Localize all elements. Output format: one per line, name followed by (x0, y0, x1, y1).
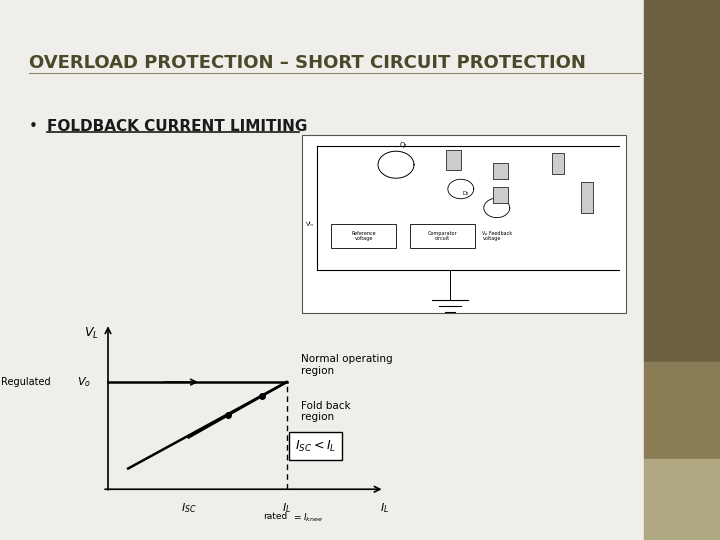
Text: $V_L$: $V_L$ (84, 326, 99, 341)
Text: Fold back
region: Fold back region (301, 401, 351, 422)
Text: $I_{SC} < I_L$: $I_{SC} < I_L$ (294, 438, 336, 454)
Text: Comparator
circuit: Comparator circuit (428, 231, 458, 241)
Bar (552, 153, 564, 174)
Text: FOLDBACK CURRENT LIMITING: FOLDBACK CURRENT LIMITING (47, 119, 307, 134)
Text: Vₚ Feedback
voltage: Vₚ Feedback voltage (482, 231, 513, 241)
Bar (644, 459, 720, 540)
Text: •: • (29, 119, 37, 134)
Bar (410, 224, 475, 248)
Text: Q₁: Q₁ (399, 142, 408, 148)
Bar (302, 135, 626, 313)
Text: $I_L$: $I_L$ (380, 501, 389, 515)
Text: $I_{SC}$: $I_{SC}$ (181, 501, 197, 515)
Text: rated: rated (263, 512, 287, 521)
Bar (331, 224, 396, 248)
Text: Vᴵₙ: Vᴵₙ (306, 221, 314, 227)
Text: Reference
voltage: Reference voltage (351, 231, 376, 241)
Text: $= I_{knee}$: $= I_{knee}$ (292, 512, 323, 524)
Bar (644, 362, 720, 459)
Text: OVERLOAD PROTECTION – SHORT CIRCUIT PROTECTION: OVERLOAD PROTECTION – SHORT CIRCUIT PROT… (29, 54, 585, 72)
Text: $V_o$: $V_o$ (77, 375, 91, 389)
Bar (493, 187, 508, 202)
Text: Regulated: Regulated (1, 377, 50, 387)
Bar (644, 0, 720, 362)
Text: $I_L$: $I_L$ (282, 501, 291, 515)
Bar (493, 163, 508, 179)
Bar (581, 182, 593, 213)
Text: D₂: D₂ (463, 192, 469, 197)
Text: Normal operating
region: Normal operating region (301, 354, 392, 376)
Bar (446, 150, 461, 170)
